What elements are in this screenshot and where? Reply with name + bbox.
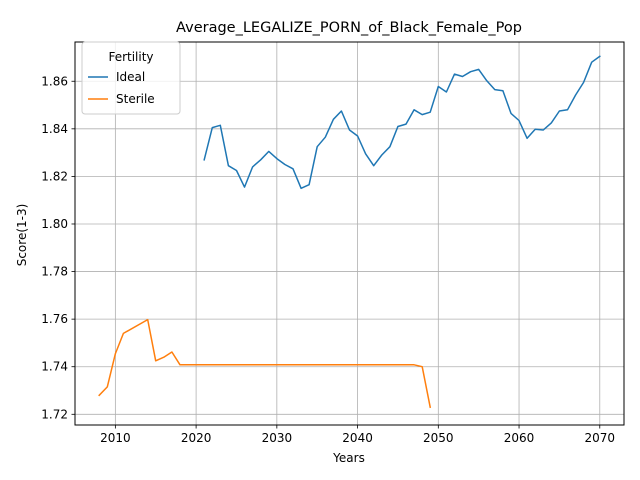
y-tick-label: 1.72 (41, 407, 68, 421)
series-line-ideal (203, 55, 601, 190)
x-tick-label: 2030 (262, 431, 293, 445)
x-tick-label: 2040 (342, 431, 373, 445)
axis-ticks: 2010 2020 2030 2040 2050 2060 2070 1.72 1.74 1.76… (41, 74, 615, 445)
legend-label-sterile: Sterile (116, 92, 155, 106)
y-axis-label: Score(1-3) (15, 204, 29, 267)
y-tick-label: 1.86 (41, 74, 68, 88)
x-tick-label: 2050 (423, 431, 454, 445)
y-tick-label: 1.82 (41, 169, 68, 183)
y-tick-label: 1.84 (41, 122, 68, 136)
x-tick-label: 2070 (585, 431, 616, 445)
x-axis-label: Years (332, 451, 365, 465)
x-tick-label: 2010 (100, 431, 131, 445)
legend-box (81, 41, 181, 115)
x-tick-label: 2020 (181, 431, 212, 445)
series-lines (98, 55, 601, 409)
y-tick-label: 1.78 (41, 265, 68, 279)
legend: Fertility Ideal Sterile (81, 41, 181, 115)
y-tick-label: 1.80 (41, 217, 68, 231)
chart-title: Average_LEGALIZE_PORN_of_Black_Female_Po… (176, 20, 522, 36)
y-tick-label: 1.74 (41, 360, 68, 374)
y-tick-label: 1.76 (41, 312, 68, 326)
series-line-sterile (98, 318, 432, 409)
legend-title: Fertility (108, 50, 153, 64)
plot-frame (74, 41, 625, 426)
x-tick-label: 2060 (504, 431, 535, 445)
legend-label-ideal: Ideal (116, 70, 145, 84)
